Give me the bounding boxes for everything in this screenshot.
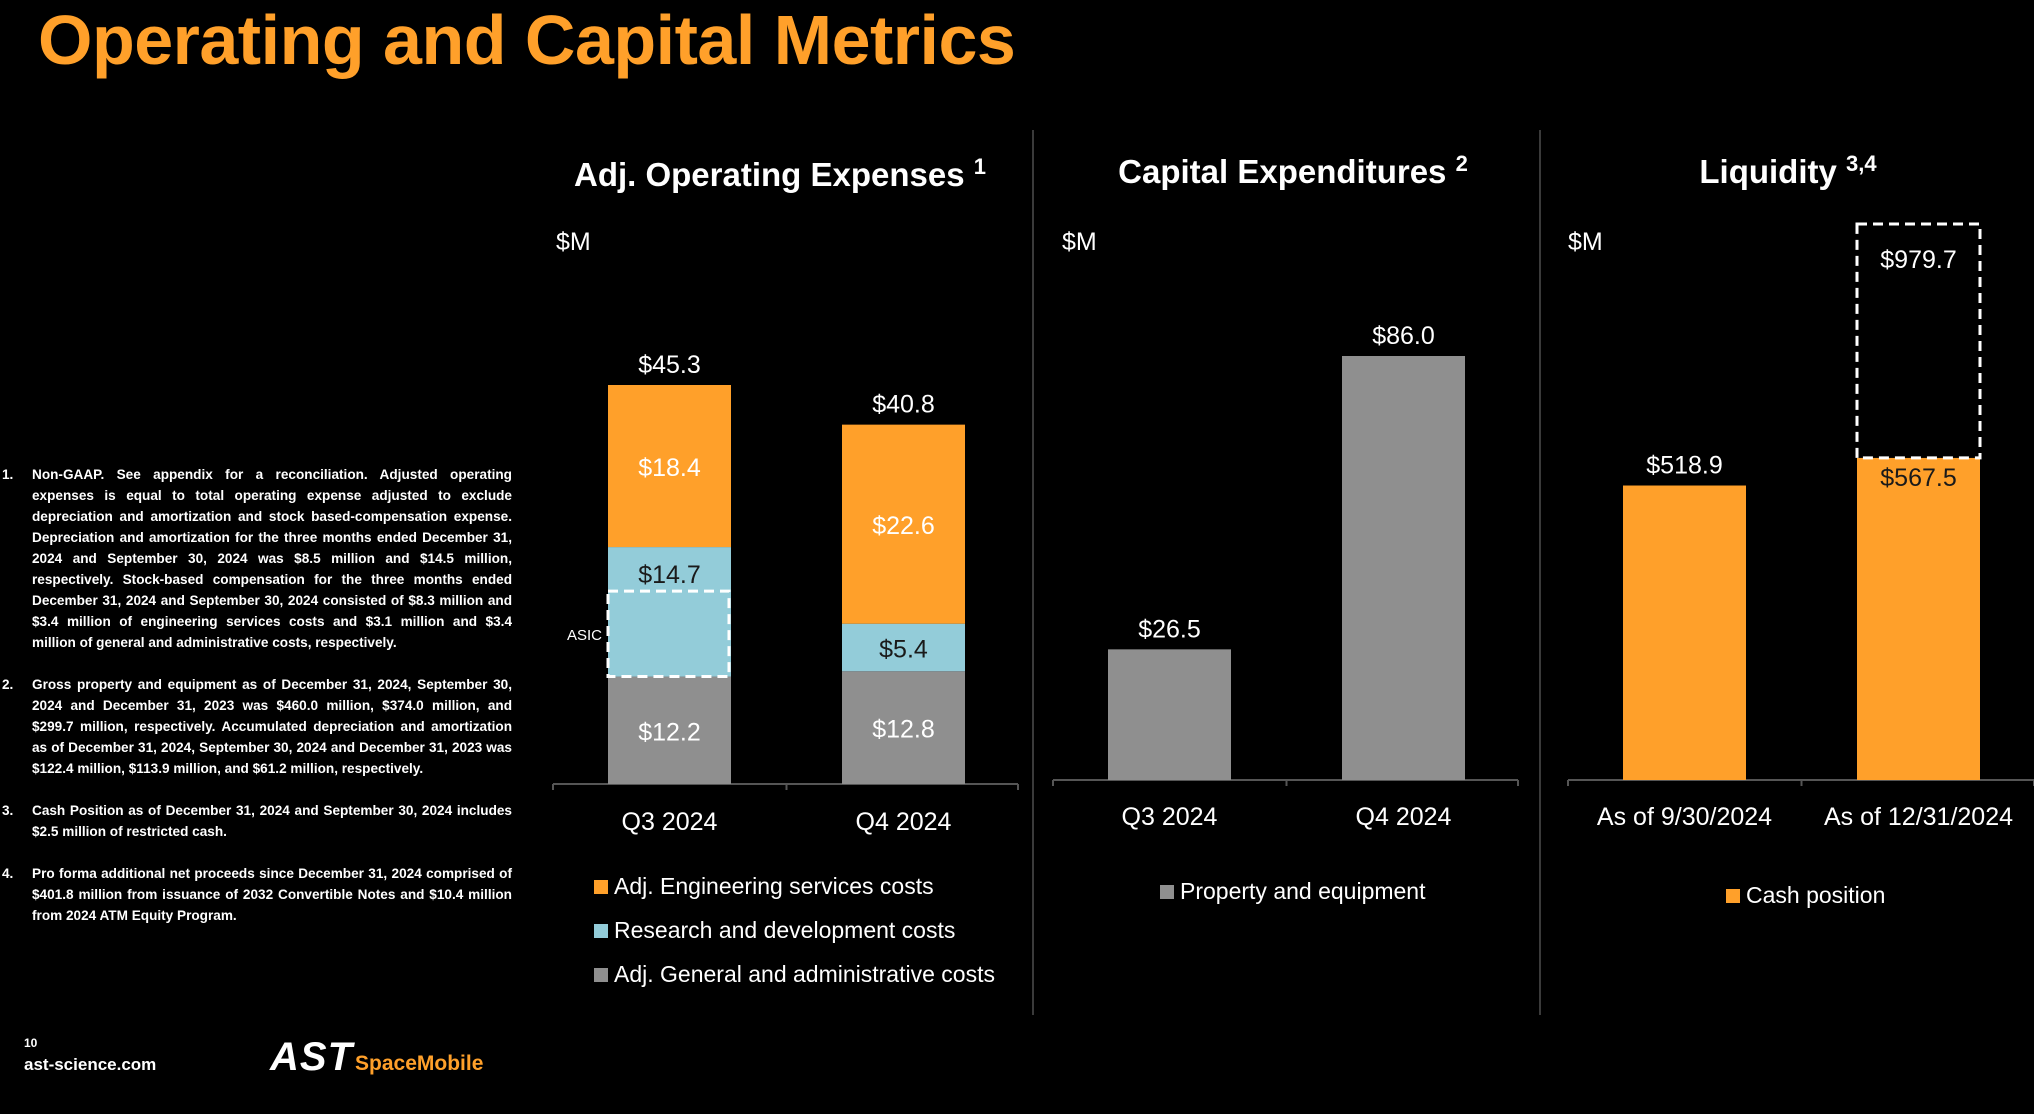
- bar: [842, 671, 965, 784]
- logo-sub-text: SpaceMobile: [355, 1052, 484, 1075]
- page-title: Operating and Capital Metrics: [38, 1, 1016, 79]
- chart-title: Capital Expenditures 2: [1118, 151, 1468, 190]
- company-logo: ASTSpaceMobile: [270, 1035, 483, 1080]
- chart-panel-1: Adj. Operating Expenses 1 $M $12.2 $14.7 $18…: [552, 154, 1019, 987]
- pro-forma-label: $979.7: [1880, 246, 1956, 274]
- x-tick-label: Q4 2024: [856, 808, 952, 836]
- data-label: $14.7: [638, 561, 701, 589]
- data-label: $12.8: [872, 716, 935, 744]
- logo-main-text: AST: [270, 1035, 353, 1079]
- chart-title-text: Adj. Operating Expenses: [574, 156, 974, 193]
- total-label: $45.3: [638, 351, 701, 379]
- bar: [608, 385, 731, 548]
- footnote-number: 1.: [2, 467, 14, 482]
- footnote-4: 4. Pro forma additional net proceeds sin…: [0, 863, 512, 926]
- legend-label: Adj. General and administrative costs: [614, 961, 995, 987]
- footnote-number: 4.: [2, 866, 14, 881]
- bar: [842, 623, 965, 672]
- x-tick-label: Q3 2024: [622, 808, 718, 836]
- bar: [842, 424, 965, 624]
- data-label: $86.0: [1372, 322, 1435, 350]
- legend-swatch: [594, 968, 608, 982]
- unit-label: $M: [1568, 228, 1603, 256]
- asic-annotation-label: ASIC: [567, 627, 602, 644]
- footnote-2: 2. Gross property and equipment as of De…: [0, 674, 512, 779]
- x-tick-label: Q3 2024: [1122, 803, 1218, 831]
- footnote-1: 1. Non-GAAP. See appendix for a reconcil…: [0, 464, 512, 653]
- legend-label: Cash position: [1746, 882, 1885, 908]
- pro-forma-dashed-bar: [1855, 222, 1982, 460]
- bar: [1623, 485, 1746, 780]
- bar: [1108, 649, 1231, 780]
- bar: [608, 547, 731, 677]
- legend-swatch: [594, 924, 608, 938]
- data-label: $22.6: [872, 512, 935, 540]
- footnote-text: Cash Position as of December 31, 2024 an…: [32, 803, 512, 839]
- data-label: $518.9: [1646, 452, 1722, 480]
- x-tick-label: Q4 2024: [1356, 803, 1452, 831]
- page-number: 10: [24, 1036, 38, 1050]
- total-label: $40.8: [872, 391, 935, 419]
- data-label: $567.5: [1880, 464, 1956, 492]
- chart-title: Liquidity 3,4: [1699, 151, 1877, 190]
- chart-panel-3: Liquidity 3,4 $M $518.9 As of 9/30/2024 $567…: [1567, 151, 2034, 908]
- chart-title-superscript: 3,4: [1846, 151, 1877, 176]
- bar: [1342, 356, 1465, 780]
- footnote-number: 3.: [2, 803, 14, 818]
- legend-label: Research and development costs: [614, 917, 955, 943]
- unit-label: $M: [1062, 228, 1097, 256]
- chart-title-text: Capital Expenditures: [1118, 153, 1455, 190]
- chart-title-text: Liquidity: [1699, 153, 1846, 190]
- chart-title-superscript: 1: [974, 154, 986, 179]
- legend-label: Adj. Engineering services costs: [614, 873, 934, 899]
- x-tick-label: As of 9/30/2024: [1597, 803, 1772, 831]
- x-tick-label: As of 12/31/2024: [1824, 803, 2013, 831]
- website-link[interactable]: ast-science.com: [24, 1055, 157, 1074]
- chart-title: Adj. Operating Expenses 1: [574, 154, 986, 193]
- footnote-text: Pro forma additional net proceeds since …: [32, 866, 512, 923]
- legend-swatch: [1726, 889, 1740, 903]
- bar: [1857, 457, 1980, 780]
- data-label: $26.5: [1138, 615, 1201, 643]
- chart-panel-2: Capital Expenditures 2 $M $26.5 Q3 2024 $86.…: [1052, 151, 1519, 904]
- footnote-number: 2.: [2, 677, 14, 692]
- asic-annotation-box: [606, 589, 731, 679]
- footnotes: 1. Non-GAAP. See appendix for a reconcil…: [0, 464, 512, 947]
- legend-label: Property and equipment: [1180, 878, 1426, 904]
- legend-swatch: [594, 880, 608, 894]
- data-label: $5.4: [879, 635, 928, 663]
- bar: [608, 676, 731, 784]
- footnote-3: 3. Cash Position as of December 31, 2024…: [0, 800, 512, 842]
- chart-title-superscript: 2: [1456, 151, 1468, 176]
- legend-swatch: [1160, 885, 1174, 899]
- footnote-text: Non-GAAP. See appendix for a reconciliat…: [32, 467, 512, 650]
- data-label: $18.4: [638, 454, 701, 482]
- unit-label: $M: [556, 228, 591, 256]
- footnote-text: Gross property and equipment as of Decem…: [32, 677, 512, 776]
- data-label: $12.2: [638, 718, 701, 746]
